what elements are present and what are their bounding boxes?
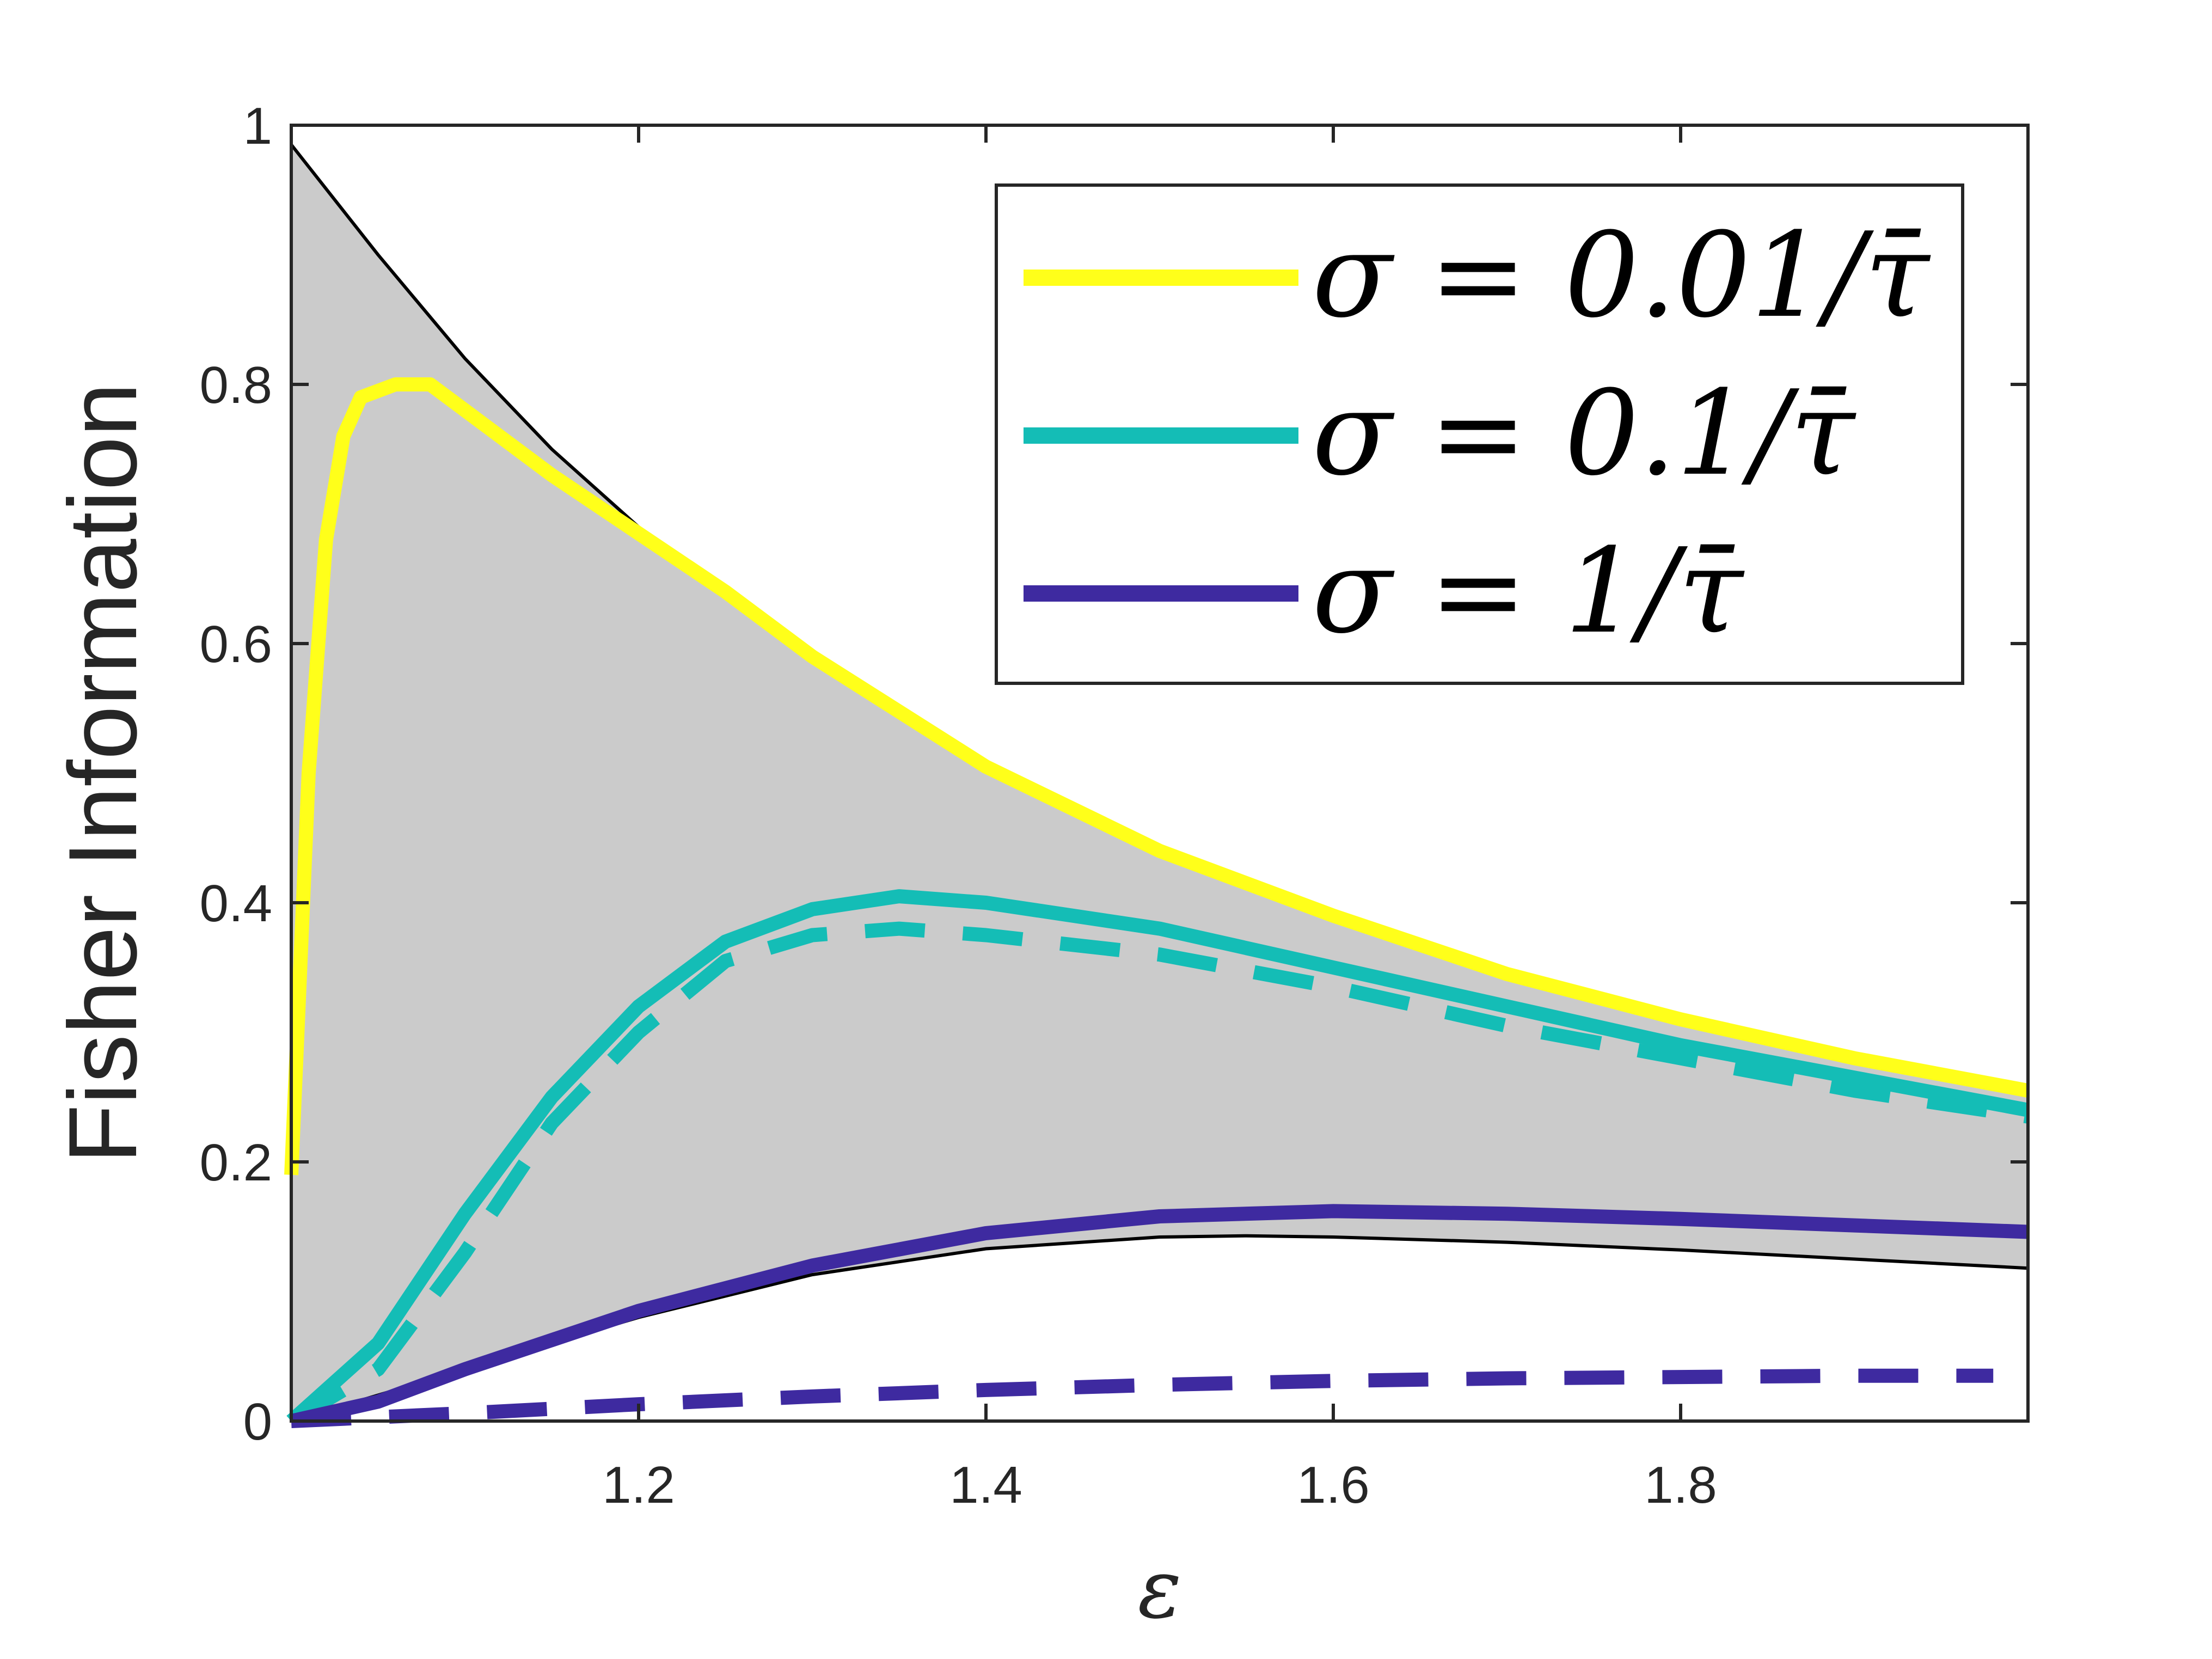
y-tick-label: 0 [243,1393,272,1451]
series-line-1 [286,889,2030,1427]
series-line-0 [284,377,2030,1176]
y-tick-label: 0.2 [200,1134,272,1192]
axes-box [290,124,2030,1423]
y-tick-label: 0.4 [200,874,272,933]
x-tick-label: 1.4 [949,1456,1022,1514]
x-tick-label: 1.2 [602,1456,675,1514]
y-tick-label: 0.8 [200,356,272,414]
band-fill [291,144,2028,1422]
legend-label: σ = 1/τ̄ [1312,523,1745,659]
y-tick-label: 1 [243,97,272,155]
legend: σ = 0.01/τ̄ σ = 0.1/τ̄ σ = 1/τ̄ [995,183,1964,685]
legend-label: σ = 0.01/τ̄ [1312,207,1931,344]
y-tick-label: 0.6 [200,615,272,674]
x-tick-label: 1.6 [1297,1456,1369,1514]
series-line-3 [290,1204,2029,1428]
x-axis-label: ε [1138,1542,1182,1637]
series-layer [284,377,2030,1428]
axes-layer: 1.2 1.4 1.6 1.8 0 0.2 0.4 0.6 0.8 1 [200,97,2030,1514]
x-tick-label: 1.8 [1644,1456,1717,1514]
legend-label: σ = 0.1/τ̄ [1312,365,1856,501]
series-line-2 [287,921,2029,1428]
y-axis-label: Fisher Information [48,383,157,1164]
